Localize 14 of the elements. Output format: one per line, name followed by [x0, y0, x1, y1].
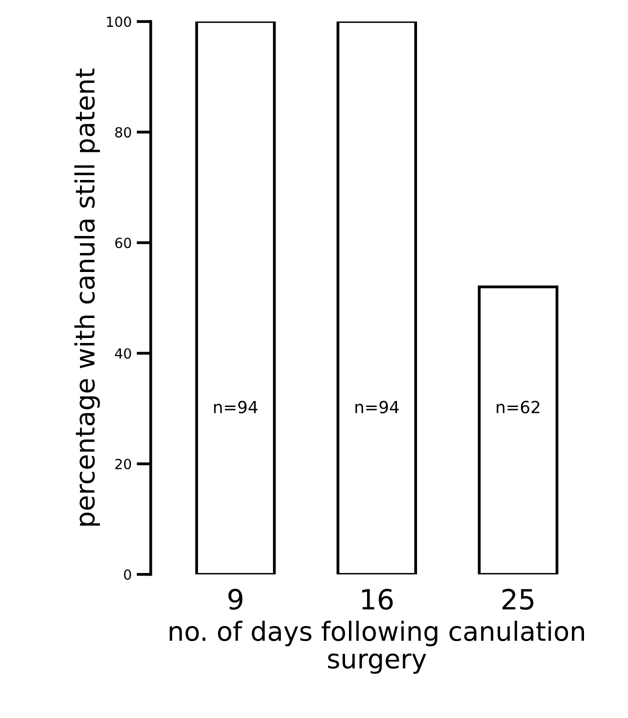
annotation: n=94	[355, 400, 399, 414]
y-tick-label: 60	[115, 238, 132, 248]
x-tick-label: 25	[502, 588, 534, 610]
x-tick-label: 9	[228, 588, 242, 610]
y-axis-title: percentage with canula still patent	[74, 68, 100, 526]
y-tick-label: 80	[115, 127, 132, 138]
y-tick-label: 40	[114, 348, 132, 359]
y-tick-label: 20	[115, 458, 132, 470]
x-tick-label: 16	[362, 588, 393, 610]
y-tick-label: 0	[124, 569, 132, 580]
annotation: n=62	[496, 400, 540, 414]
y-tick-label: 100	[106, 16, 132, 28]
annotation: n=94	[214, 400, 258, 414]
x-axis-title: no. of days following canulation surgery	[170, 620, 584, 674]
